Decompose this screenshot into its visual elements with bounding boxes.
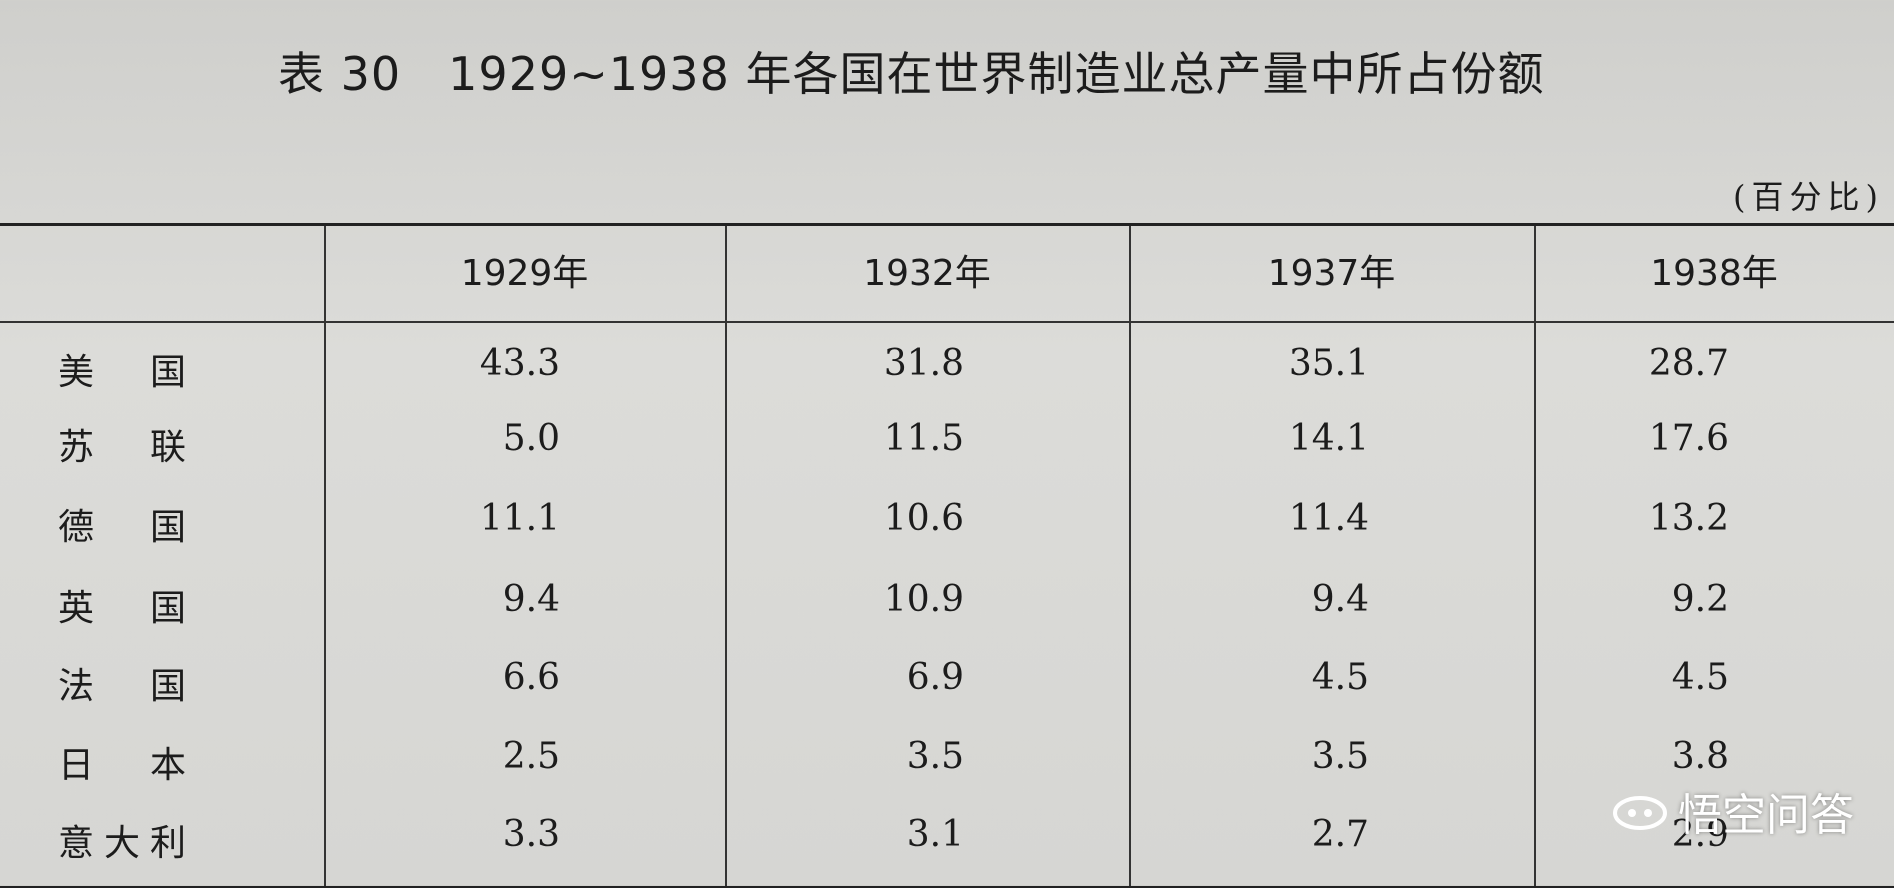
cell-value: 9.2	[1671, 579, 1729, 620]
cell-value: 4.5	[1311, 657, 1369, 698]
cell-value: 3.5	[906, 736, 964, 777]
cell-value: 2.9	[1671, 814, 1729, 855]
cell-value: 35.1	[1288, 343, 1369, 384]
cell-value: 14.1	[1288, 418, 1369, 459]
cell-value: 10.9	[883, 579, 964, 620]
row-label: 德国	[58, 507, 186, 548]
cell-value: 11.5	[883, 418, 964, 459]
unit-note: (百分比)	[1733, 178, 1884, 216]
cell-value: 10.6	[883, 498, 964, 539]
watermark-logo	[1613, 796, 1667, 830]
watermark: 悟空问答	[1612, 779, 1854, 843]
cell-value: 17.6	[1648, 418, 1729, 459]
cell-value: 11.4	[1288, 498, 1369, 539]
column-header: 1932年	[863, 253, 991, 294]
cell-value: 13.2	[1648, 498, 1729, 539]
row-label: 美国	[58, 352, 186, 393]
table: 1929年 1932年 1937年 1938年美国 43.3 31.8 35.1 28.7 苏联…	[0, 223, 1894, 888]
column-header: 1938年	[1650, 253, 1778, 294]
cell-value: 2.7	[1311, 814, 1369, 855]
cell-value: 5.0	[502, 418, 560, 459]
cell-value: 3.5	[1311, 736, 1369, 777]
row-label: 苏联	[58, 427, 186, 468]
cell-value: 31.8	[883, 343, 964, 384]
column-rule	[1534, 226, 1536, 886]
column-rule	[1129, 226, 1131, 886]
cell-value: 6.9	[906, 657, 964, 698]
row-label: 法国	[58, 666, 186, 707]
column-header: 1929年	[460, 253, 589, 294]
cell-value: 3.1	[906, 814, 964, 855]
row-label: 意大利	[58, 823, 186, 864]
column-header: 1937年	[1267, 253, 1396, 294]
cell-value: 2.5	[502, 736, 560, 777]
column-rule	[725, 226, 727, 886]
cell-value: 3.8	[1671, 736, 1729, 777]
cell-value: 43.3	[479, 343, 560, 384]
column-rule	[324, 226, 326, 886]
cell-value: 3.3	[502, 814, 560, 855]
cell-value: 11.1	[479, 498, 560, 539]
row-label: 日本	[58, 745, 186, 786]
cell-value: 9.4	[502, 579, 560, 620]
cell-value: 9.4	[1311, 579, 1369, 620]
row-label: 英国	[58, 588, 186, 629]
header-rule	[0, 321, 1894, 323]
cell-value: 28.7	[1648, 343, 1729, 384]
cell-value: 6.6	[502, 657, 560, 698]
table-title: 表 30 1929~1938 年各国在世界制造业总产量中所占份额	[278, 47, 1545, 101]
watermark-text: 悟空问答	[1678, 790, 1854, 841]
cell-value: 4.5	[1671, 657, 1729, 698]
